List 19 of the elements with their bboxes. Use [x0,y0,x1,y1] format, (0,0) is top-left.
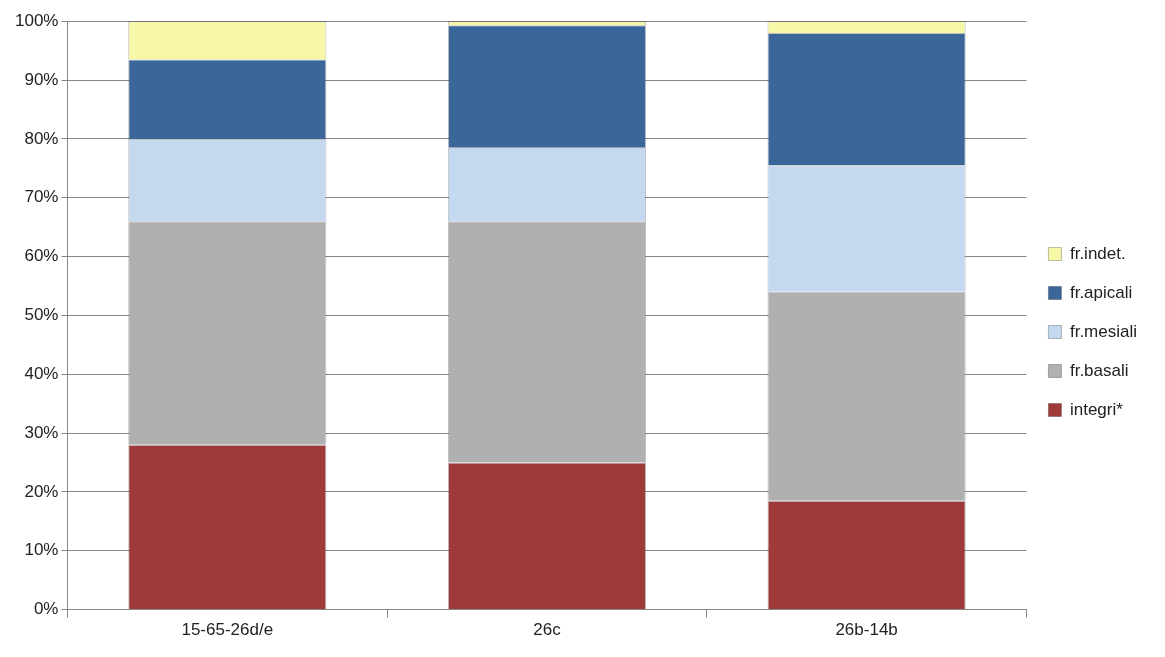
y-tick-label: 100% [15,10,59,30]
y-tick-label: 40% [24,363,59,383]
legend-label: fr.basali [1069,360,1129,380]
y-tick-label: 80% [24,128,59,148]
x-tick-label: 26c [533,620,562,640]
legend-label: integri* [1069,399,1124,419]
y-tick-label: 20% [24,481,59,501]
x-tick-label: 15-65-26d/e [181,620,274,640]
x-tick-label: 26b-14b [835,620,898,640]
y-tick-label: 90% [24,69,59,89]
legend-label: fr.mesiali [1069,321,1138,341]
y-tick-label: 60% [24,246,59,266]
y-tick-label: 10% [24,540,59,560]
legend-label: fr.apicali [1069,282,1133,302]
y-tick-label: 70% [24,187,59,207]
y-tick-label: 30% [24,422,59,442]
y-tick-label: 50% [24,305,59,325]
y-tick-label: 0% [33,599,59,619]
legend-label: fr.indet. [1069,243,1126,263]
